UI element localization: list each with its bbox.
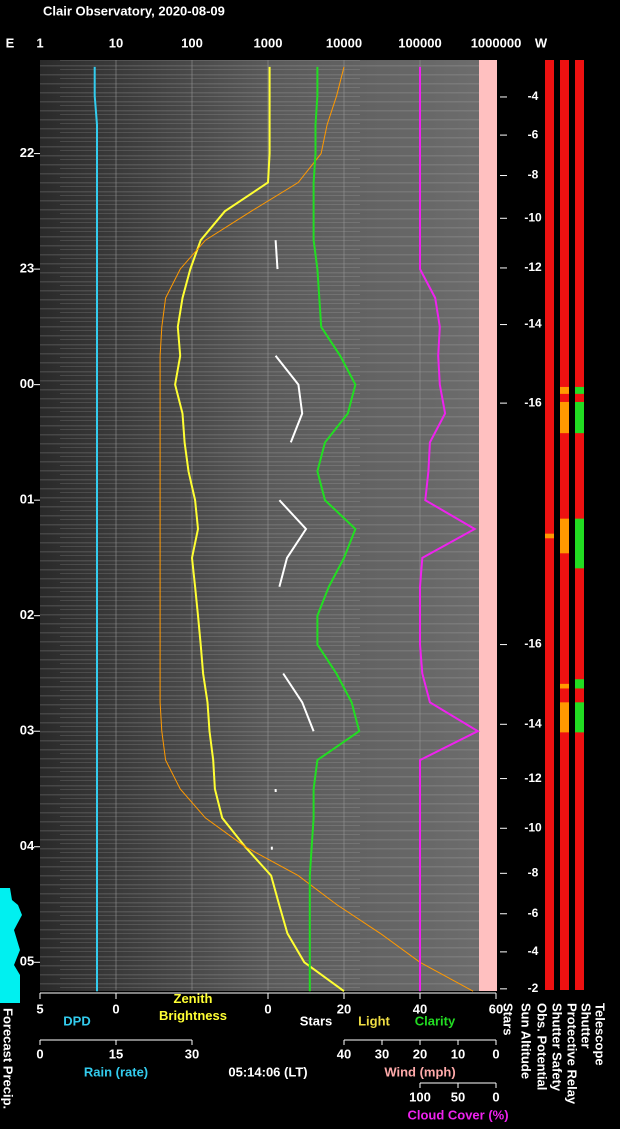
series-line: [308, 66, 361, 992]
sun-tick-label: -8: [528, 168, 539, 182]
wind-tick-label: 40: [337, 1046, 351, 1061]
series-line: [274, 355, 304, 443]
right-label: Obs. Potential: [535, 1003, 550, 1090]
bottom-tick-label: 0: [264, 1001, 271, 1016]
status-segment: [560, 683, 569, 689]
cloud-tick-label: 0: [492, 1089, 499, 1104]
chart-title: Clair Observatory, 2020-08-09: [43, 3, 225, 18]
time-label: 05:14:06 (LT): [228, 1064, 307, 1079]
time-tick-label: 03: [20, 723, 34, 738]
light-band: [479, 60, 497, 991]
sun-tick-label: -12: [524, 771, 542, 785]
rain-tick-label: 0: [36, 1046, 43, 1061]
wind-tick-label: 20: [413, 1046, 427, 1061]
sun-tick-label: -14: [524, 716, 542, 730]
cloud-tick-label: 100: [409, 1089, 431, 1104]
series-line: [159, 66, 474, 992]
right-label: Stars: [501, 1003, 516, 1036]
sun-tick-label: -4: [528, 89, 539, 103]
top-tick-label: 10: [109, 35, 123, 50]
sun-tick-label: -16: [524, 395, 542, 409]
east-label: E: [6, 35, 15, 50]
right-label: Telescope: [593, 1003, 608, 1066]
precip-label: Forecast Precip.: [1, 1008, 16, 1109]
series-label: Stars: [300, 1013, 333, 1028]
rain-tick-label: 30: [185, 1046, 199, 1061]
status-segment: [575, 702, 584, 733]
wind-tick-label: 30: [375, 1046, 389, 1061]
status-segment: [560, 386, 569, 394]
sun-tick-label: -8: [528, 865, 539, 879]
right-label: Sun Altitude: [519, 1003, 534, 1079]
rain-tick-label: 15: [109, 1046, 123, 1061]
top-tick-label: 100: [181, 35, 203, 50]
time-tick-label: 23: [20, 261, 34, 276]
series-line: [274, 240, 279, 270]
rain-label: Rain (rate): [84, 1064, 148, 1079]
time-tick-label: 05: [20, 954, 34, 969]
status-segment: [560, 401, 569, 434]
west-label: W: [535, 35, 548, 50]
bottom-tick-label: 0: [112, 1001, 119, 1016]
time-tick-label: 00: [20, 376, 34, 391]
cloud-tick-label: 50: [451, 1089, 465, 1104]
bottom-tick-label: 20: [337, 1001, 351, 1016]
wind-tick-label: 0: [492, 1046, 499, 1061]
sun-tick-label: -10: [524, 210, 542, 224]
wind-tick-label: 10: [451, 1046, 465, 1061]
status-segment: [545, 533, 554, 539]
series-label: Clarity: [415, 1013, 456, 1028]
status-segment: [575, 401, 584, 434]
top-tick-label: 1000: [254, 35, 283, 50]
top-tick-label: 100000: [398, 35, 441, 50]
series-label: Cloud Cover (%): [407, 1107, 508, 1122]
right-label: Shutter: [579, 1003, 594, 1049]
sun-tick-label: -6: [528, 906, 539, 920]
sun-tick-label: -14: [524, 317, 542, 331]
bottom-tick-label: 60: [489, 1001, 503, 1016]
top-tick-label: 10000: [326, 35, 362, 50]
zenith-label: Zenith Brightness: [159, 991, 227, 1023]
wind-label: Wind (mph): [384, 1064, 455, 1079]
light-label: Light: [358, 1013, 390, 1028]
sun-tick-label: -6: [528, 127, 539, 141]
sun-tick-label: -12: [524, 260, 542, 274]
series-label: DPD: [63, 1013, 90, 1028]
top-tick-label: 1000000: [471, 35, 522, 50]
bottom-tick-label: 5: [36, 1001, 43, 1016]
bottom-tick-label: 40: [413, 1001, 427, 1016]
series-line: [174, 66, 345, 993]
status-segment: [575, 679, 584, 689]
sky-streaks: [40, 60, 497, 991]
forecast-precip: [0, 888, 22, 1003]
right-label: Protective Relay: [565, 1003, 580, 1105]
sun-tick-label: -16: [524, 637, 542, 651]
series-line: [278, 499, 308, 588]
series-line: [93, 66, 98, 992]
status-segment: [560, 702, 569, 733]
sun-tick-label: -4: [528, 944, 539, 958]
series-line: [282, 672, 315, 732]
time-tick-label: 22: [20, 145, 34, 160]
series-line: [419, 66, 480, 992]
status-segment: [575, 386, 584, 394]
time-tick-label: 02: [20, 607, 34, 622]
right-label: Shutter Safety: [550, 1003, 565, 1092]
status-segment: [575, 518, 584, 569]
time-tick-label: 01: [20, 492, 34, 507]
sun-tick-label: -10: [524, 820, 542, 834]
time-tick-label: 04: [20, 838, 35, 853]
top-tick-label: 1: [36, 35, 43, 50]
sun-tick-label: -2: [528, 981, 539, 995]
status-segment: [560, 518, 569, 554]
status-bar: [545, 60, 554, 990]
